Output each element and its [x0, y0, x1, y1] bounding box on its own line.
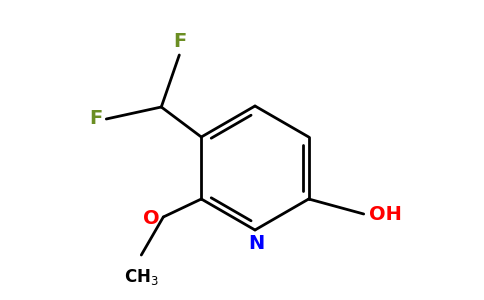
Text: F: F — [89, 110, 102, 128]
Text: CH$_3$: CH$_3$ — [124, 267, 159, 287]
Text: F: F — [174, 32, 187, 51]
Text: O: O — [143, 208, 159, 227]
Text: OH: OH — [369, 205, 402, 224]
Text: N: N — [248, 234, 264, 253]
